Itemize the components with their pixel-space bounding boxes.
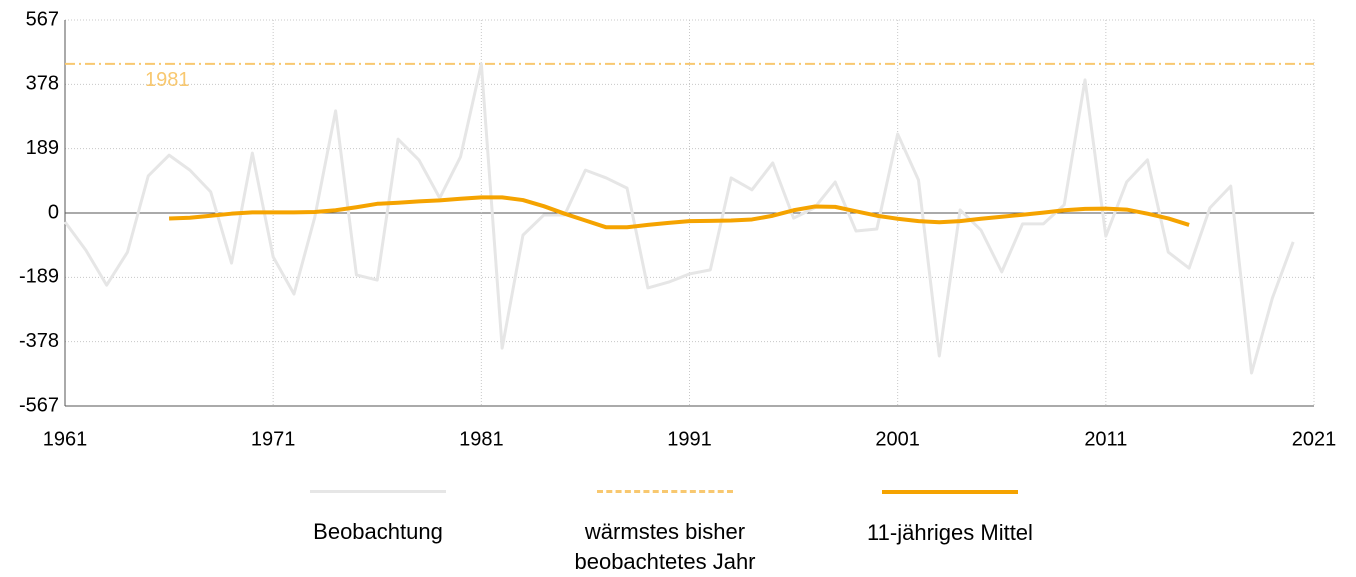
data-line (169, 195, 1190, 230)
x-tick-label: 1961 (43, 428, 88, 450)
y-tick-label: 0 (48, 201, 59, 223)
legend-label: wärmstes bisher beobachtetes Jahr (574, 519, 756, 574)
data-line (63, 62, 1295, 375)
y-tick-label: -189 (19, 266, 59, 288)
chart: -567 -378 -189 0 189 378 567 1961 1971 1981 1991 20… (19, 8, 1337, 450)
legend-swatch (310, 490, 446, 493)
reference-label: 1981 (145, 69, 190, 91)
legend: Beobachtung wärmstes bisher beobachtetes … (0, 470, 1356, 574)
legend-item: wärmstes bisher beobachtetes Jahr (535, 470, 795, 577)
legend-swatch (597, 490, 733, 493)
legend-label: 11-jähriges Mittel (867, 520, 1033, 545)
y-tick-label: -567 (19, 394, 59, 416)
legend-label: Beobachtung (313, 519, 443, 544)
y-tick-label: 378 (26, 73, 59, 95)
legend-swatch (882, 490, 1018, 494)
legend-item: 11-jähriges Mittel (820, 470, 1080, 548)
x-tick-label: 1981 (459, 428, 504, 450)
y-tick-label: 567 (26, 8, 59, 30)
y-tick-label: 189 (26, 137, 59, 159)
x-tick-label: 2001 (875, 428, 920, 450)
x-tick-label: 1971 (251, 428, 296, 450)
x-tick-label: 2011 (1084, 428, 1127, 450)
x-tick-label: 1991 (667, 428, 712, 450)
legend-item: Beobachtung (248, 470, 508, 547)
y-tick-label: -378 (19, 330, 59, 352)
x-tick-label: 2021 (1292, 428, 1337, 450)
